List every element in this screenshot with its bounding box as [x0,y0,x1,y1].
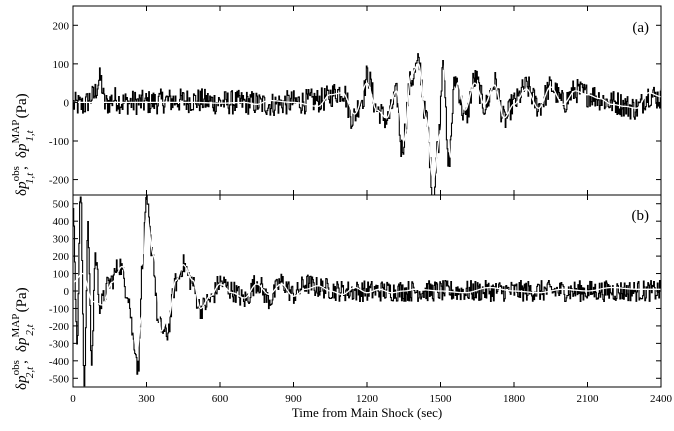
y-tick-label-b: 0 [64,286,70,298]
series-map-a [73,59,661,181]
y-tick-label-b: -500 [49,373,70,385]
x-tick-label: 300 [138,393,155,405]
x-tick-label: 1500 [430,393,453,405]
y-tick-label-a: -200 [49,175,70,187]
axes-frame-a [72,5,662,196]
y-tick-label-a: 200 [53,20,70,32]
ylabel-delta2-b: δ [14,345,30,352]
series-observed-a [73,53,661,195]
y-tick-label-b: -400 [49,356,70,368]
y-axis-label-b: δpobs 2,t,δpMAP 2,t(Pa) [10,287,36,390]
ylabel-sub-obs-a: 1,t [24,172,36,184]
plot-area-b [73,195,661,387]
ylabel-sup-map-a: MAP [10,120,22,144]
y-tick-label-a: -100 [49,136,70,148]
y-tick-label-b: 400 [53,216,70,228]
y-axis-label-a: δpobs 1,t,δpMAP 1,t(Pa) [10,93,36,196]
ylabel-sup-map-b: MAP [10,314,22,338]
series-observed-b [73,195,661,387]
ylabel-delta-a: δ [14,189,30,196]
ylabel-p-a: p [14,181,30,190]
ylabel-sub-obs-b: 2,t [24,366,36,378]
x-tick-label: 900 [285,393,302,405]
x-axis: 0 300 600 900 1200 1500 1800 2100 2400 [70,393,672,405]
ylabel-unit-b: (Pa) [14,287,30,312]
ylabel-p2-b: p [14,337,30,346]
y-tick-label-b: 200 [53,251,70,263]
ylabel-delta2-a: δ [14,151,30,158]
y-tick-label-b: -200 [49,321,70,333]
ylabel-delta-b: δ [14,383,30,390]
y-tick-label-a: 0 [64,97,70,109]
panel-a: (a) δpobs 1,t,δpMAP 1,t(Pa) -200-100010020… [10,5,662,196]
panel-b: (b) δpobs 2,t,δpMAP 2,t(Pa) -500-400-300-2… [10,194,662,390]
ylabel-p-b: p [14,375,30,384]
y-tick-label-b: -100 [49,303,70,315]
plot-area-a [73,53,661,195]
panel-label-a: (a) [632,20,649,36]
y-tick-label-a: 100 [53,59,70,71]
ylabel-comma-a: , [14,166,30,170]
x-tick-label: 1200 [356,393,379,405]
ylabel-sub-map-a: 1,t [24,129,36,141]
series-map-b [73,216,661,354]
x-tick-label: 0 [70,393,76,405]
ylabel-sub-map-b: 2,t [24,323,36,335]
panel-label-b: (b) [632,208,650,224]
ylabel-sup-obs-a: obs [10,166,22,181]
x-axis-label: Time from Main Shock (sec) [292,405,442,420]
x-tick-label: 1800 [503,393,526,405]
ylabel-unit-a: (Pa) [14,93,30,118]
ylabel-p2-a: p [14,143,30,152]
x-tick-label: 600 [212,393,229,405]
x-tick-label: 2100 [577,393,600,405]
y-tick-label-b: 300 [53,234,70,246]
y-tick-label-b: -300 [49,338,70,350]
x-tick-label: 2400 [650,393,673,405]
y-tick-label-b: 100 [53,269,70,281]
ylabel-sup-obs-b: obs [10,360,22,375]
ylabel-comma-b: , [14,360,30,364]
y-tick-label-b: 500 [53,199,70,211]
